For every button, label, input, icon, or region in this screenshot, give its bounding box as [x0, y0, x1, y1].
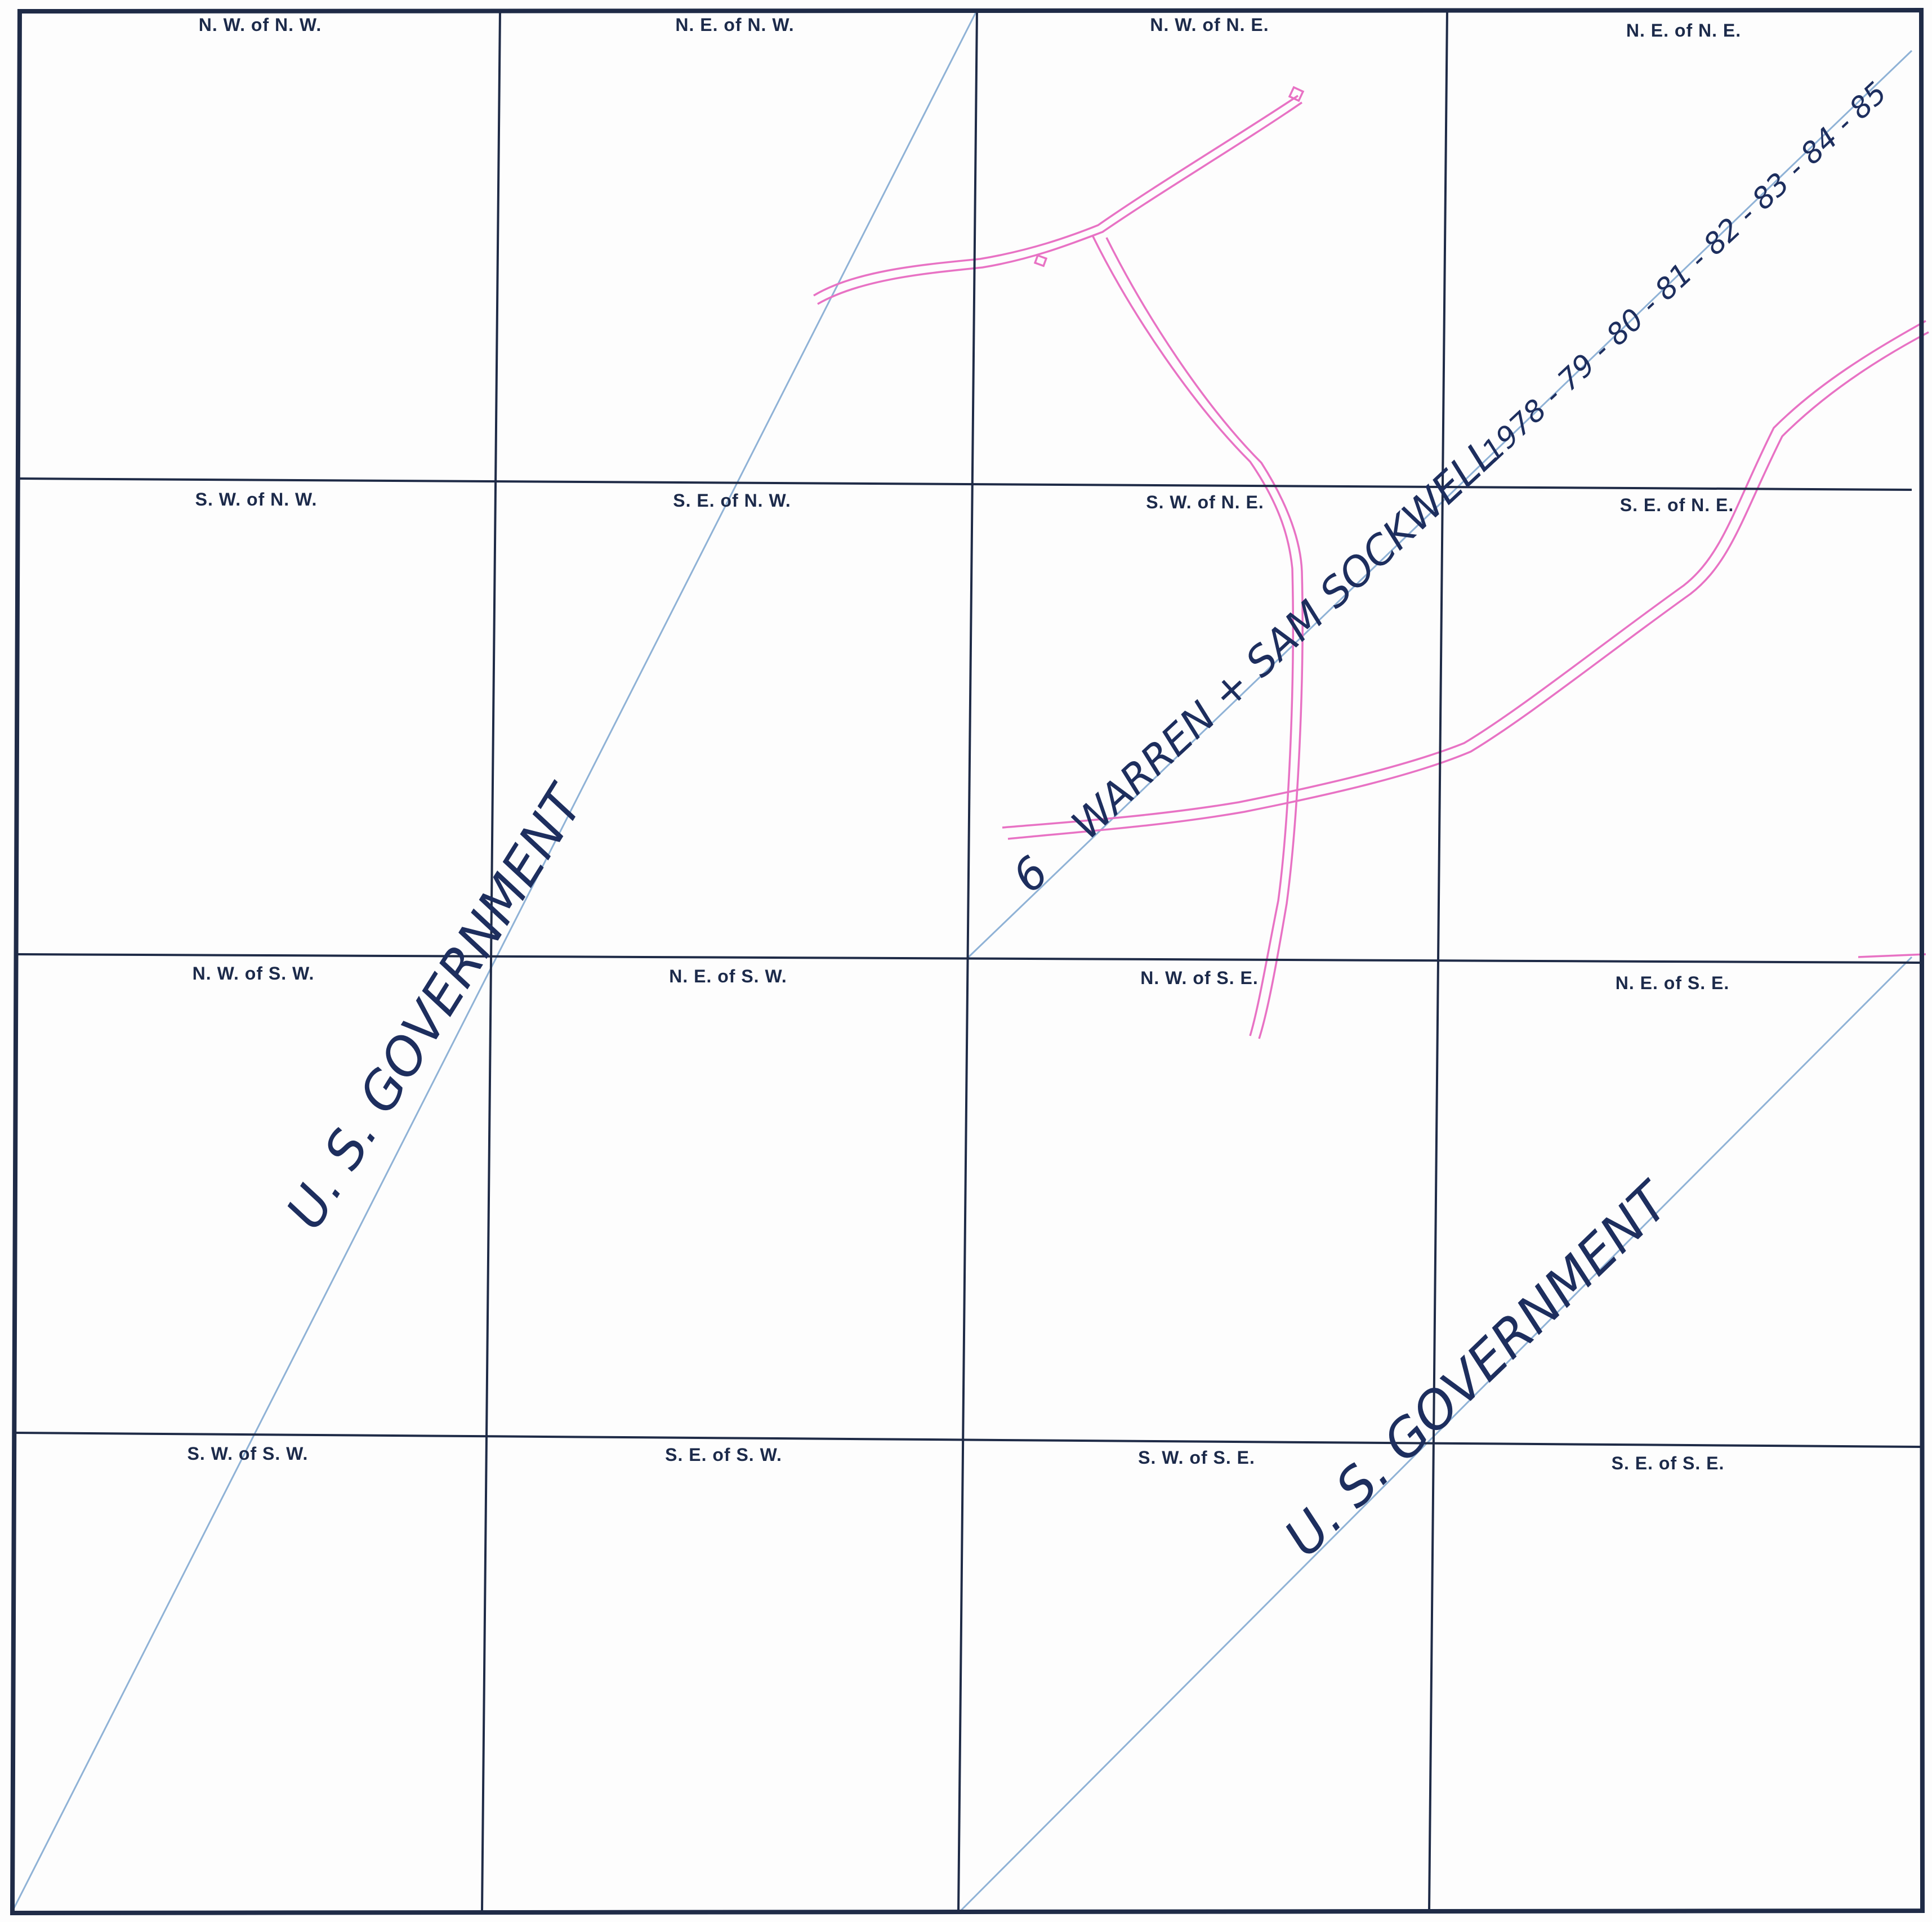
well-marker-north [1288, 86, 1305, 102]
grid-horizontal-2 [15, 953, 1921, 964]
southeast-diagonal-line [959, 956, 1913, 1912]
section-border [10, 7, 1925, 1916]
label-sw-of-ne: S. W. of N. E. [1146, 492, 1264, 512]
label-ne-of-ne: N. E. of N. E. [1626, 20, 1741, 41]
road-north-spur-edge [1105, 237, 1304, 1039]
road-north-spur [1091, 235, 1295, 1036]
grid-vertical-2 [957, 10, 978, 1912]
label-se-of-ne: S. E. of N. E. [1620, 495, 1734, 515]
west-diagonal-line [11, 10, 978, 1912]
label-nw-of-se: N. W. of S. E. [1140, 968, 1259, 988]
label-ne-of-nw: N. E. of N. W. [675, 15, 794, 35]
label-ne-of-sw: N. E. of S. W. [669, 966, 787, 986]
label-nw-of-nw: N. W. of N. W. [199, 15, 322, 35]
east-owner-annotation: U. S. GOVERNMENT [1273, 1169, 1684, 1568]
grid-horizontal-1 [17, 477, 1912, 491]
road-north-segment-b [817, 101, 1302, 305]
road-traces [813, 86, 1929, 1039]
grid-horizontal-3 [14, 1432, 1922, 1448]
label-se-of-nw: S. E. of N. W. [673, 490, 791, 511]
northeast-diagonal-line [967, 50, 1913, 958]
west-owner-annotation: U. S. GOVERNMENT [275, 774, 597, 1240]
lease-years: 1978 - 79 - 80 - 81 - 82 - 83 - 84 - 85 [1476, 76, 1894, 468]
road-east-segment-a [1002, 320, 1926, 829]
label-sw-of-se: S. W. of S. E. [1138, 1447, 1255, 1468]
road-south-edge-trace [1858, 953, 1926, 958]
lease-prefix: 6 [1003, 847, 1059, 903]
well-marker-west [1033, 254, 1048, 267]
road-north-segment-a [813, 95, 1299, 297]
label-nw-of-sw: N. W. of S. W. [193, 963, 315, 984]
label-se-of-sw: S. E. of S. W. [665, 1445, 782, 1465]
road-east-segment-b [1007, 331, 1929, 840]
label-sw-of-sw: S. W. of S. W. [188, 1443, 309, 1464]
grid-vertical-1 [481, 11, 501, 1912]
label-nw-of-ne: N. W. of N. E. [1150, 15, 1269, 35]
label-sw-of-nw: S. W. of N. W. [195, 489, 318, 509]
label-se-of-se: S. E. of S. E. [1612, 1453, 1725, 1473]
label-ne-of-se: N. E. of S. E. [1616, 973, 1729, 993]
